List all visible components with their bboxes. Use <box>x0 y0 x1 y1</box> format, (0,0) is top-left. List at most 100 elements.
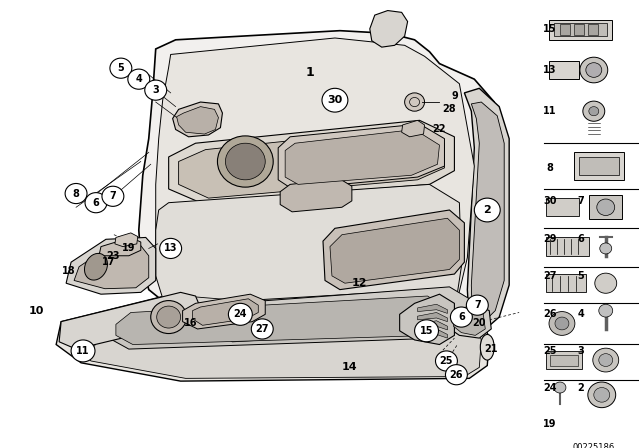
Text: 19: 19 <box>543 419 557 429</box>
Text: 8: 8 <box>72 189 79 198</box>
Polygon shape <box>74 246 148 289</box>
Ellipse shape <box>480 335 494 360</box>
Polygon shape <box>323 210 465 289</box>
Text: 29: 29 <box>543 234 557 244</box>
Polygon shape <box>560 24 570 35</box>
Circle shape <box>589 107 599 116</box>
Circle shape <box>467 295 488 315</box>
Polygon shape <box>546 237 589 256</box>
Polygon shape <box>56 289 489 381</box>
Circle shape <box>599 304 612 317</box>
Text: 7: 7 <box>474 300 481 310</box>
Polygon shape <box>574 152 623 180</box>
Text: 5: 5 <box>577 271 584 281</box>
Circle shape <box>549 311 575 336</box>
Polygon shape <box>278 124 444 189</box>
Circle shape <box>102 186 124 207</box>
Circle shape <box>554 382 566 393</box>
Circle shape <box>445 365 467 385</box>
Text: 15: 15 <box>543 24 557 34</box>
Text: 26: 26 <box>450 370 463 380</box>
Circle shape <box>85 193 107 213</box>
Text: 30: 30 <box>543 196 557 206</box>
Circle shape <box>580 57 608 83</box>
Polygon shape <box>139 30 499 345</box>
Text: 21: 21 <box>484 344 498 354</box>
Circle shape <box>157 306 180 328</box>
Polygon shape <box>285 129 440 185</box>
Polygon shape <box>169 121 454 202</box>
Polygon shape <box>453 307 485 336</box>
Text: 5: 5 <box>118 63 124 73</box>
Text: 3: 3 <box>577 346 584 356</box>
Circle shape <box>596 199 614 215</box>
Text: 22: 22 <box>433 125 446 134</box>
Polygon shape <box>211 287 469 342</box>
Text: 16: 16 <box>184 319 197 328</box>
Text: 2: 2 <box>577 383 584 392</box>
Circle shape <box>593 348 619 372</box>
Polygon shape <box>399 294 454 345</box>
Polygon shape <box>549 61 579 79</box>
Circle shape <box>600 243 612 254</box>
Polygon shape <box>173 102 223 137</box>
Circle shape <box>546 417 570 439</box>
Polygon shape <box>589 195 621 219</box>
Text: 13: 13 <box>164 243 177 254</box>
Circle shape <box>435 351 458 371</box>
Circle shape <box>145 80 166 100</box>
Circle shape <box>225 143 265 180</box>
Text: 11: 11 <box>543 106 557 116</box>
Text: 24: 24 <box>543 383 557 392</box>
Circle shape <box>404 93 424 111</box>
Polygon shape <box>554 23 607 36</box>
Polygon shape <box>193 299 259 325</box>
Text: 3: 3 <box>152 85 159 95</box>
Text: 27: 27 <box>543 271 557 281</box>
Polygon shape <box>115 233 138 246</box>
Text: 20: 20 <box>472 319 486 328</box>
Circle shape <box>586 63 602 78</box>
Polygon shape <box>109 289 460 349</box>
Polygon shape <box>66 237 156 294</box>
Polygon shape <box>549 20 612 40</box>
Circle shape <box>218 136 273 187</box>
Polygon shape <box>156 185 461 329</box>
Circle shape <box>151 301 187 333</box>
Circle shape <box>110 58 132 78</box>
Text: 4: 4 <box>136 74 142 84</box>
Polygon shape <box>179 128 444 198</box>
Polygon shape <box>182 294 265 329</box>
Polygon shape <box>402 121 424 137</box>
Text: 19: 19 <box>122 243 136 254</box>
Polygon shape <box>417 329 447 338</box>
Circle shape <box>594 388 610 402</box>
Text: 7: 7 <box>109 191 116 201</box>
Text: 18: 18 <box>62 266 76 276</box>
Circle shape <box>128 69 150 89</box>
Circle shape <box>71 340 95 362</box>
Polygon shape <box>69 297 481 379</box>
Circle shape <box>160 238 182 258</box>
Polygon shape <box>550 354 578 366</box>
Polygon shape <box>574 24 584 35</box>
Polygon shape <box>546 351 582 369</box>
Polygon shape <box>116 296 451 345</box>
Text: 11: 11 <box>76 346 90 356</box>
Text: 6: 6 <box>577 234 584 244</box>
Polygon shape <box>59 293 200 349</box>
Polygon shape <box>471 102 504 326</box>
Circle shape <box>474 198 500 222</box>
Circle shape <box>252 319 273 339</box>
Text: 24: 24 <box>234 309 247 319</box>
Polygon shape <box>177 107 218 134</box>
Polygon shape <box>330 218 460 283</box>
Circle shape <box>595 273 617 293</box>
Text: 12: 12 <box>352 278 367 288</box>
Text: 9: 9 <box>451 90 458 101</box>
Text: 25: 25 <box>440 356 453 366</box>
Text: 27: 27 <box>255 324 269 334</box>
Circle shape <box>322 88 348 112</box>
Polygon shape <box>579 157 619 175</box>
Circle shape <box>583 101 605 121</box>
